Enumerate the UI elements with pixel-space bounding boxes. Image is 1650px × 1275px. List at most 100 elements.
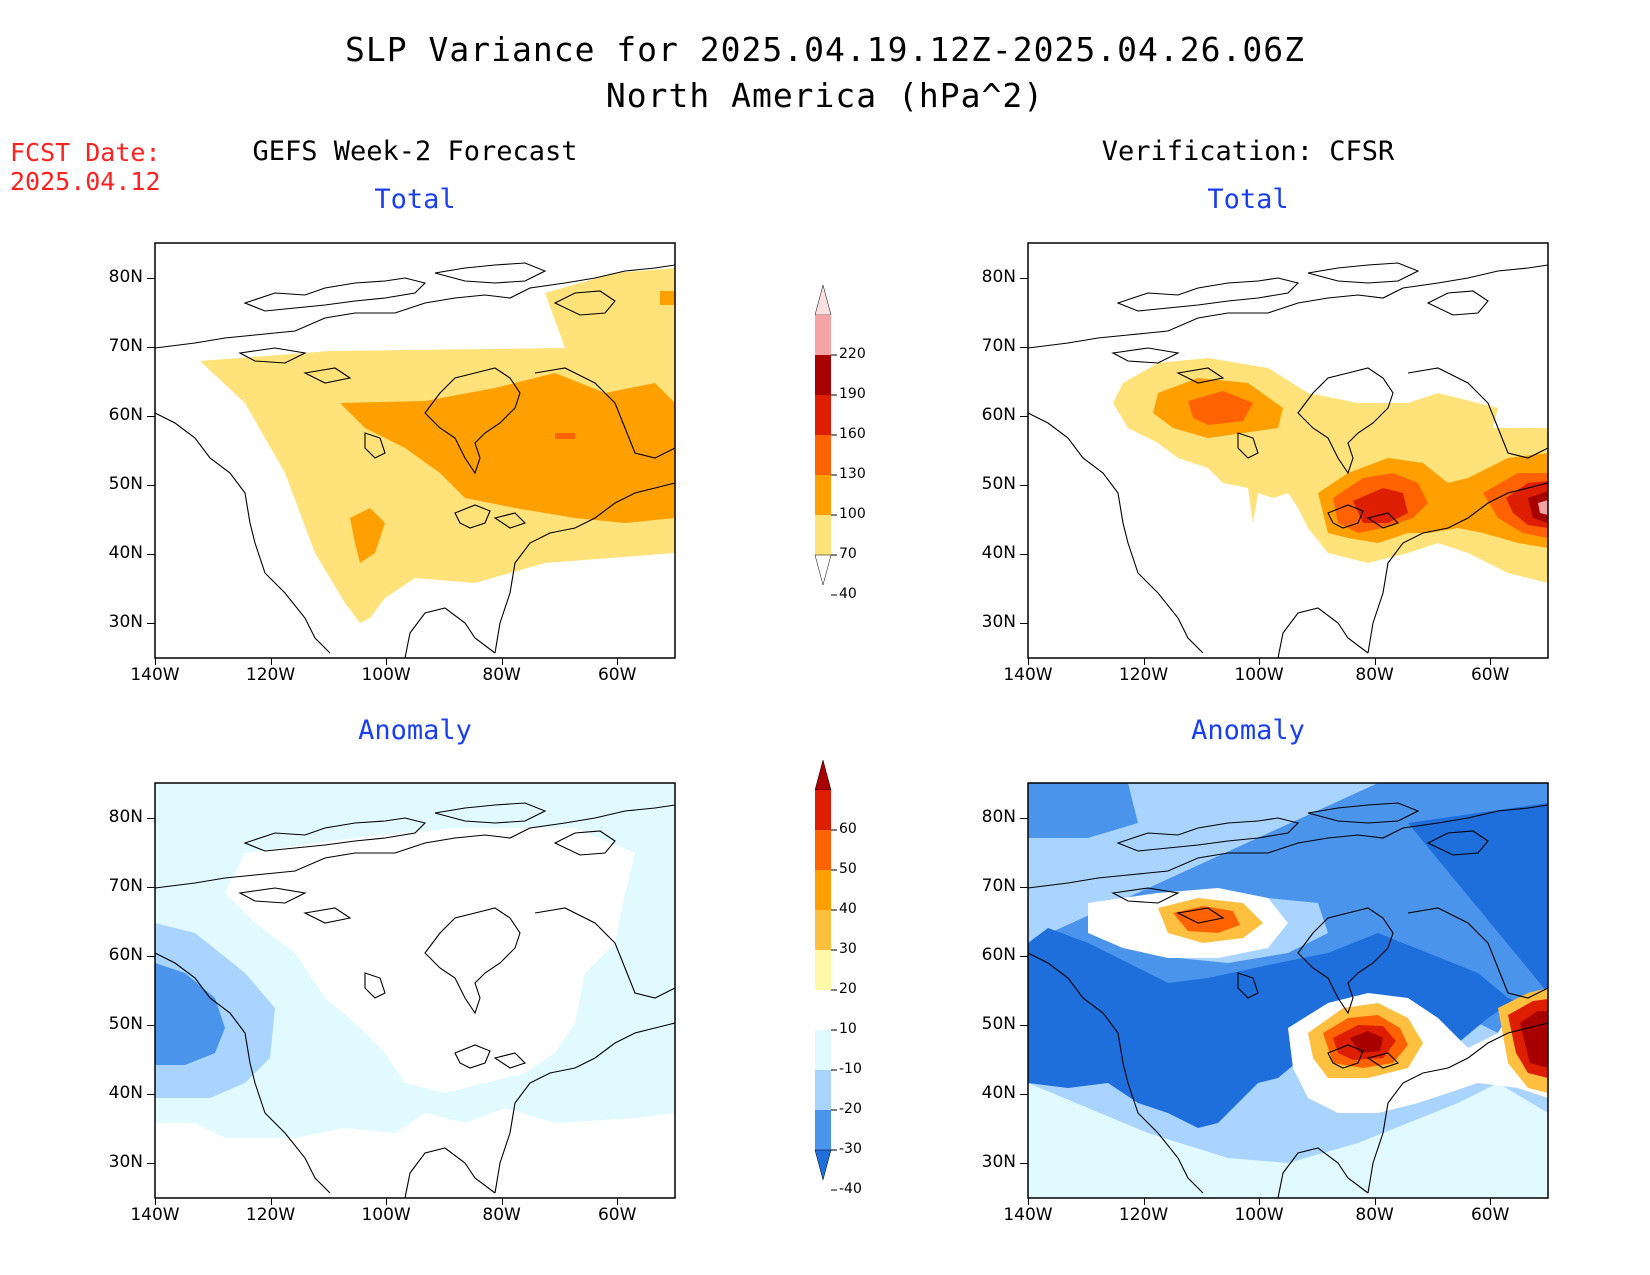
lon-tick [1374, 1198, 1376, 1205]
colorbar-level-label: 20 [839, 981, 857, 997]
lat-tick [147, 1163, 155, 1165]
colorbar-swatch [815, 315, 831, 355]
coastline-outline [154, 242, 676, 659]
coastline-segment [1237, 432, 1259, 459]
lat-tick-label: 30N [108, 1152, 143, 1173]
lat-tick-label: 30N [981, 1152, 1016, 1173]
map-verification-anomaly [1027, 782, 1549, 1199]
colorbar-arrow-bottom [814, 1149, 832, 1181]
coastline-segment [154, 804, 676, 889]
map-verification-total [1027, 242, 1549, 659]
lon-tick [386, 1198, 388, 1205]
coastline-segment [238, 887, 307, 904]
lat-tick [147, 277, 155, 279]
colorbar-level-label: 40 [839, 586, 857, 602]
coastline-segment [1116, 817, 1300, 852]
lat-tick-label: 30N [981, 612, 1016, 633]
lon-tick [155, 1198, 156, 1205]
colorbar-swatch [815, 515, 831, 555]
colorbar-level-label: -10 [839, 1061, 862, 1077]
coastline-segment [1277, 607, 1369, 659]
coastline-segment [1366, 1052, 1400, 1069]
colorbar-swatch [815, 475, 831, 515]
lon-tick-label: 60W [597, 1205, 637, 1225]
lat-tick-label: 80N [108, 266, 143, 287]
colorbar-swatch [815, 990, 831, 1030]
colorbar-arrow-bottom [814, 554, 832, 586]
coastline-segment [238, 347, 307, 364]
lat-tick [147, 886, 155, 888]
coastline-segment [1297, 907, 1394, 1015]
lat-tick-label: 50N [981, 1014, 1016, 1035]
lat-tick [147, 346, 155, 348]
coastline-segment [1237, 972, 1259, 999]
coastline-segment [154, 412, 331, 654]
coastline-segment [454, 1044, 491, 1069]
lat-tick [147, 1094, 155, 1096]
colorbar-arrow-top [814, 285, 832, 316]
coastline-segment [1027, 952, 1204, 1194]
lon-tick [1143, 1198, 1145, 1205]
coastline-segment [303, 367, 352, 384]
coastline-segment [493, 512, 527, 529]
lon-tick-label: 60W [597, 665, 637, 685]
lon-tick-label: 80W [1355, 1205, 1394, 1225]
colorbar-swatch [815, 950, 831, 990]
colorbar-level-label: 40 [839, 901, 857, 917]
colorbar-anomaly [814, 760, 837, 1191]
coastline-segment [404, 607, 496, 659]
colorbar-swatch [815, 790, 831, 830]
colorbar-swatch [815, 355, 831, 395]
coastline-segment [494, 1022, 676, 1194]
coastline-segment [1307, 802, 1420, 824]
coastline-segment [1116, 277, 1300, 312]
lat-tick-label: 50N [108, 474, 143, 495]
lat-tick [1020, 1094, 1028, 1096]
right-column-title: Verification: CFSR [1101, 136, 1395, 167]
colorbar-swatch [815, 1110, 831, 1150]
map-forecast-anomaly [154, 782, 676, 1199]
coastline-segment [1176, 907, 1225, 924]
coastline-segment [494, 482, 676, 654]
colorbar-level-label: 30 [839, 941, 857, 957]
lon-tick-label: 100W [361, 1205, 411, 1225]
coastline-segment [1366, 512, 1400, 529]
lat-tick [1020, 277, 1028, 279]
lon-tick-label: 80W [482, 1205, 521, 1225]
lon-tick-label: 100W [1234, 665, 1284, 685]
lat-tick-label: 70N [108, 875, 143, 896]
lon-tick [386, 658, 388, 665]
lat-tick-label: 60N [981, 944, 1016, 965]
coastline-segment [1367, 482, 1549, 654]
coastline-segment [1027, 264, 1549, 349]
coastline-segment [1176, 367, 1225, 384]
lat-tick-label: 40N [108, 1083, 143, 1104]
coastline-segment [154, 952, 331, 1194]
map-frame [1027, 782, 1549, 1199]
lat-tick-label: 50N [108, 1014, 143, 1035]
coastline-segment [1426, 290, 1489, 316]
bottom-left-subtitle: Anomaly [358, 715, 472, 746]
fcst-date-value: 2025.04.12 [10, 167, 161, 196]
verification-anomaly-field [1028, 783, 1548, 1198]
lon-tick-label: 120W [245, 665, 296, 685]
coastline-segment [454, 504, 491, 529]
top-left-subtitle: Total [374, 184, 456, 215]
coastline-segment [1027, 804, 1549, 889]
lon-tick [501, 1198, 503, 1205]
lat-tick-label: 80N [981, 806, 1016, 827]
lat-tick-label: 40N [981, 1083, 1016, 1104]
coastline-segment [404, 1147, 496, 1199]
lon-tick [617, 658, 619, 665]
forecast-total-field [200, 268, 675, 623]
lat-tick [1020, 346, 1028, 348]
lon-tick-label: 60W [1470, 665, 1510, 685]
lat-tick [147, 1025, 155, 1027]
lat-tick [1020, 485, 1028, 487]
coastline-segment [1407, 907, 1549, 999]
colorbar-swatch [815, 435, 831, 475]
coastline-segment [364, 972, 386, 999]
coastline-segment [1111, 347, 1180, 364]
coastline-segment [553, 830, 616, 856]
lat-tick-label: 40N [981, 543, 1016, 564]
